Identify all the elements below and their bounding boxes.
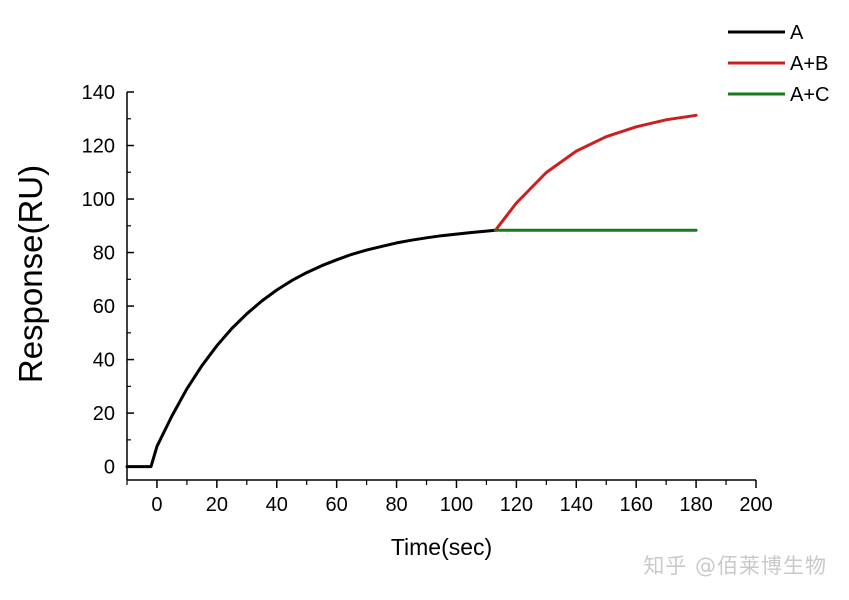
x-tick-label: 140 — [560, 494, 593, 516]
x-ticks: 0 20 40 60 80 100 120 140 160 180 200 — [126, 480, 773, 516]
y-axis-title: Response(RU) — [12, 165, 49, 383]
series-layer — [125, 113, 698, 469]
watermark: 知乎 @佰莱博生物 — [643, 554, 827, 578]
axes — [126, 92, 756, 481]
series-line-a — [125, 228, 497, 469]
x-tick-label: 0 — [151, 494, 162, 516]
y-tick-label: 40 — [93, 350, 115, 372]
y-tick-label: 20 — [93, 403, 115, 425]
x-tick-label: 60 — [326, 494, 348, 516]
x-tick-label: 160 — [620, 494, 653, 516]
x-tick-label: 120 — [500, 494, 533, 516]
x-tick-label: 180 — [679, 494, 712, 516]
y-tick-label: 60 — [93, 296, 115, 318]
x-tick-label: 200 — [739, 494, 772, 516]
legend: A A+B A+C — [728, 22, 829, 106]
x-tick-label: 40 — [266, 494, 288, 516]
x-axis-title: Time(sec) — [391, 534, 492, 560]
legend-label: A+C — [790, 84, 829, 106]
y-tick-label: 120 — [82, 136, 115, 158]
legend-label: A+B — [790, 53, 828, 75]
x-tick-label: 20 — [206, 494, 228, 516]
legend-label: A — [790, 22, 804, 44]
y-tick-label: 140 — [82, 82, 115, 104]
y-ticks: 0 20 40 60 80 100 120 140 — [82, 82, 134, 479]
x-tick-label: 100 — [440, 494, 473, 516]
y-tick-label: 0 — [104, 457, 115, 479]
y-tick-label: 80 — [93, 243, 115, 265]
series-line-a-b — [493, 113, 698, 232]
y-tick-label: 100 — [82, 189, 115, 211]
x-tick-label: 80 — [385, 494, 407, 516]
